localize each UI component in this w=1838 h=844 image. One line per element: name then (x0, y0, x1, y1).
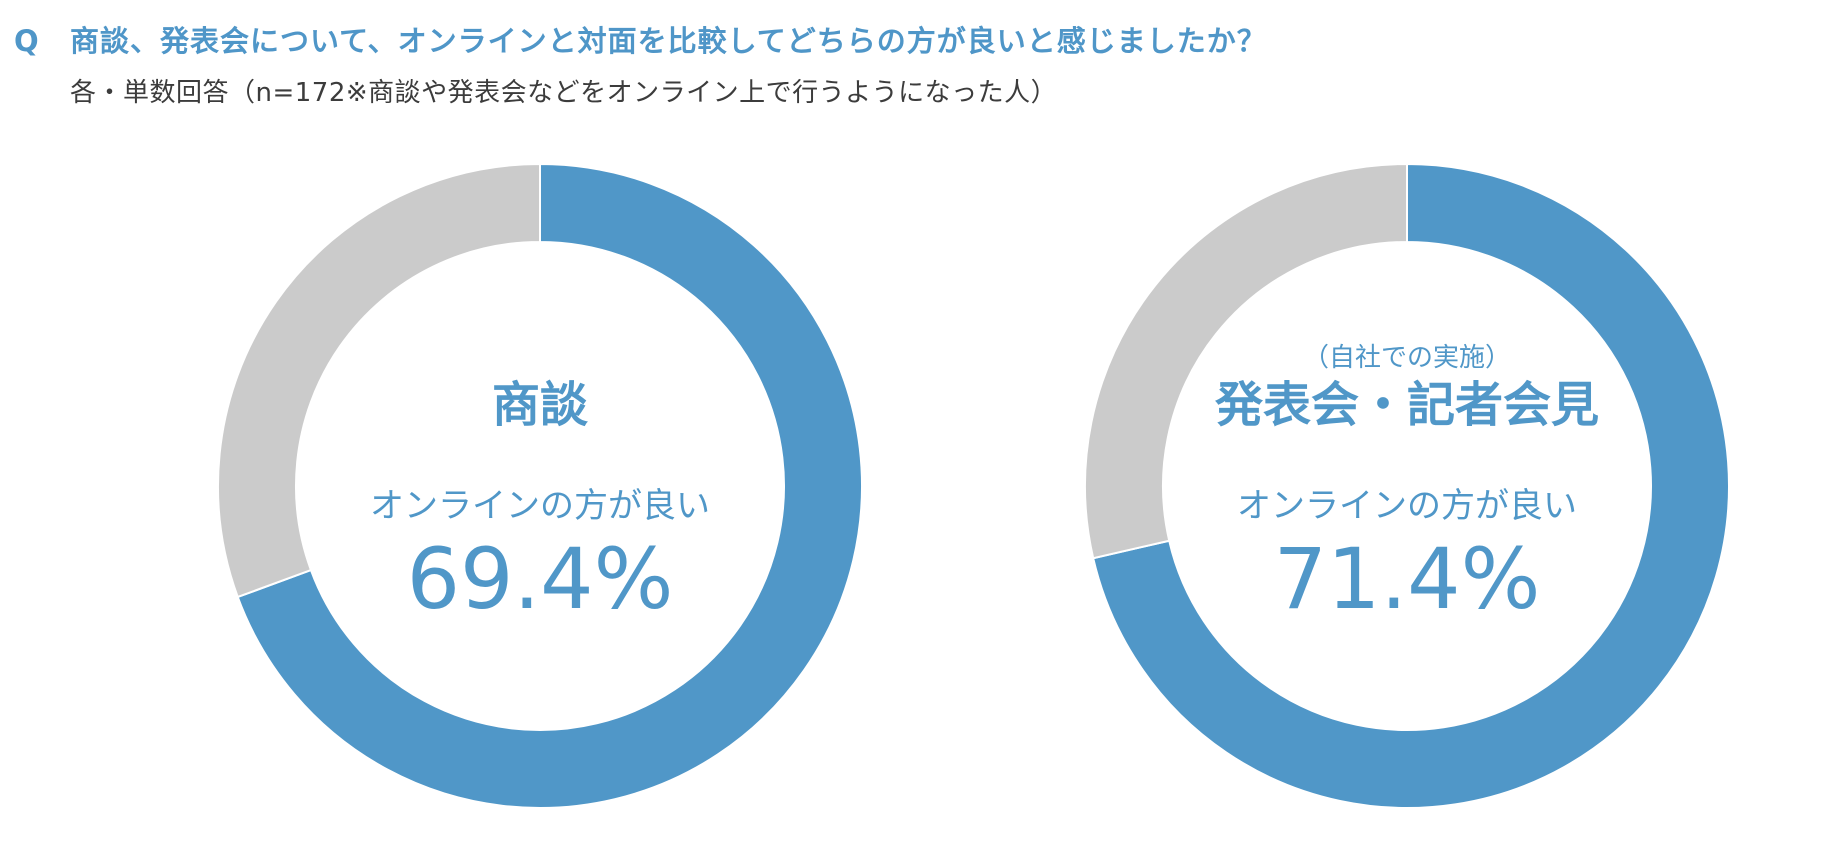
question-marker: Q (14, 24, 39, 58)
center-label: オンラインの方が良い (370, 486, 710, 526)
value-label: 71.4% (1274, 530, 1541, 628)
question-text: 商談、発表会について、オンラインと対面を比較してどちらの方が良いと感じましたか？ (70, 24, 1267, 58)
donut-slice-online (236, 162, 863, 809)
value-label: 69.4% (407, 530, 674, 628)
donut-slice-other (1084, 162, 1408, 560)
chart-title: 商談 (492, 377, 588, 433)
donut-slice-other (217, 162, 541, 599)
center-label: オンラインの方が良い (1237, 486, 1577, 526)
subtitle: 各・単数回答（n=172※商談や発表会などをオンライン上で行うようになった人） (70, 78, 1058, 108)
chart-note: （自社での実施） (1303, 343, 1511, 373)
question-row: Q 商談、発表会について、オンラインと対面を比較してどちらの方が良いと感じました… (14, 18, 1267, 60)
chart-title: 発表会・記者会見 (1215, 377, 1599, 433)
donut-slice-online (1091, 162, 1730, 809)
